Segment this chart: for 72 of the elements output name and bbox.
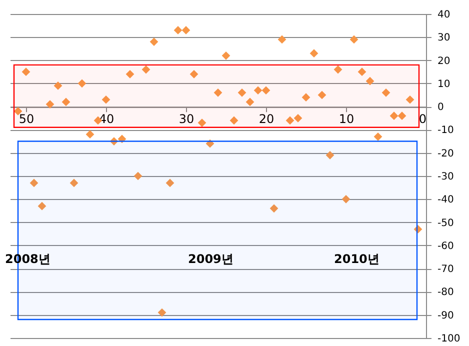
point xyxy=(270,204,278,213)
point xyxy=(198,118,206,127)
point xyxy=(110,137,118,146)
point xyxy=(358,68,366,76)
y-tick-label: -20 xyxy=(438,148,454,160)
point xyxy=(30,178,38,188)
point xyxy=(414,225,422,234)
y-tick-label: -60 xyxy=(438,240,454,252)
x-tick-label: 10 xyxy=(338,112,354,126)
point xyxy=(214,88,222,97)
x-tick-label: 50 xyxy=(18,112,34,126)
point xyxy=(70,178,78,188)
y-tick-label: 40 xyxy=(438,10,450,20)
y-tick-label: -50 xyxy=(438,218,454,229)
y-tick-label: 0 xyxy=(438,102,444,114)
point xyxy=(78,79,86,88)
point xyxy=(174,26,182,34)
point xyxy=(318,90,326,100)
y-tick-label: -40 xyxy=(438,194,454,206)
y-tick-label: -30 xyxy=(438,172,454,182)
point xyxy=(150,38,158,46)
point xyxy=(342,194,350,204)
point xyxy=(134,172,142,180)
point xyxy=(310,49,318,58)
point xyxy=(54,82,62,90)
point xyxy=(182,26,190,34)
point xyxy=(294,114,302,122)
point xyxy=(22,68,30,76)
y-tick-label: 10 xyxy=(438,78,450,90)
point xyxy=(38,202,46,210)
point xyxy=(254,86,262,95)
point xyxy=(238,88,246,97)
point xyxy=(278,35,286,44)
x-tick-label: 30 xyxy=(178,112,194,126)
point xyxy=(46,100,54,108)
y-tick-label: -10 xyxy=(438,125,454,136)
x-tick-label: 0 xyxy=(418,112,426,126)
point xyxy=(382,88,390,97)
point xyxy=(142,65,150,74)
y-tick-label: 30 xyxy=(438,32,450,44)
point xyxy=(326,150,334,160)
point xyxy=(302,93,310,102)
point xyxy=(406,95,414,104)
point xyxy=(286,116,294,125)
point xyxy=(166,178,174,188)
y-tick-label: 20 xyxy=(438,56,450,67)
point xyxy=(334,65,342,74)
x-tick-label: 20 xyxy=(258,112,274,126)
annotation: 2010년 xyxy=(334,252,380,266)
y-tick-label: -100 xyxy=(438,334,460,344)
point xyxy=(246,98,254,106)
point xyxy=(158,308,166,317)
annotation: 2009년 xyxy=(188,252,234,266)
point xyxy=(118,134,126,144)
point xyxy=(230,116,238,125)
point xyxy=(126,70,134,78)
point xyxy=(86,130,94,139)
point xyxy=(374,132,382,141)
point xyxy=(190,70,198,78)
point xyxy=(222,51,230,60)
point xyxy=(350,35,358,44)
point xyxy=(206,139,214,148)
y-tick-label: -70 xyxy=(438,264,454,276)
point xyxy=(14,107,22,116)
point xyxy=(366,76,374,86)
y-tick-label: -90 xyxy=(438,310,454,322)
point xyxy=(262,86,270,95)
point xyxy=(102,95,110,104)
point xyxy=(62,98,70,106)
y-tick-label: -80 xyxy=(438,287,454,298)
point xyxy=(390,112,398,120)
point xyxy=(398,112,406,120)
